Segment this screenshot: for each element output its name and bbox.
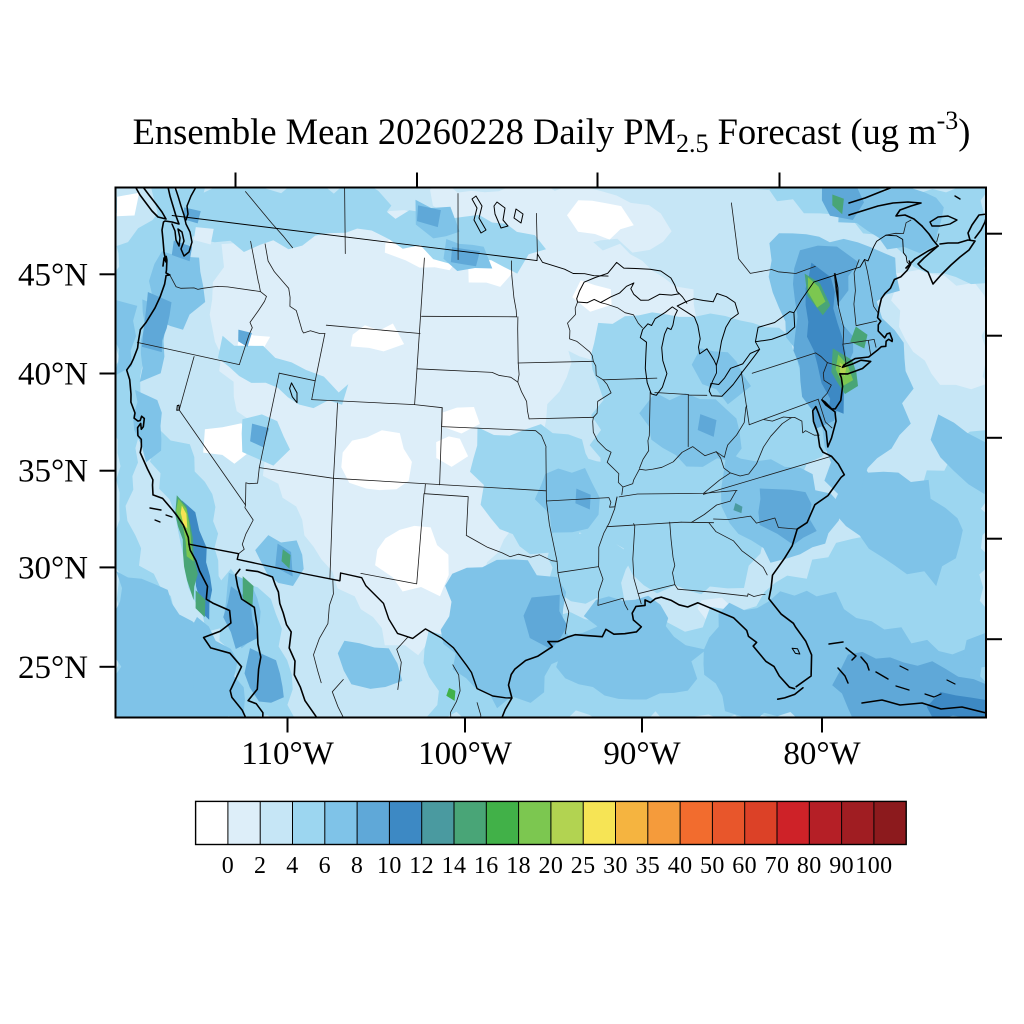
svg-text:18: 18	[506, 853, 531, 879]
svg-text:80°W: 80°W	[783, 736, 861, 772]
svg-text:60: 60	[732, 853, 757, 879]
svg-text:Ensemble Mean 20260228 Daily P: Ensemble Mean 20260228 Daily PM2.5 Forec…	[133, 106, 971, 158]
svg-text:50: 50	[700, 853, 725, 879]
svg-text:45°N: 45°N	[18, 257, 88, 293]
svg-text:30°N: 30°N	[18, 550, 88, 586]
svg-text:6: 6	[319, 853, 331, 879]
svg-text:100°W: 100°W	[418, 736, 513, 772]
svg-text:16: 16	[474, 853, 499, 879]
svg-text:10: 10	[377, 853, 402, 879]
svg-text:0: 0	[222, 853, 234, 879]
svg-text:2: 2	[254, 853, 266, 879]
svg-text:100: 100	[855, 853, 892, 879]
svg-text:8: 8	[351, 853, 363, 879]
svg-text:90: 90	[829, 853, 854, 879]
svg-text:14: 14	[442, 853, 467, 879]
svg-text:4: 4	[286, 853, 298, 879]
svg-text:25°N: 25°N	[18, 650, 88, 686]
svg-text:12: 12	[409, 853, 434, 879]
svg-text:110°W: 110°W	[241, 736, 334, 772]
svg-text:80: 80	[797, 853, 822, 879]
svg-text:40: 40	[668, 853, 693, 879]
svg-text:70: 70	[765, 853, 790, 879]
svg-text:30: 30	[603, 853, 628, 879]
svg-text:35: 35	[635, 853, 660, 879]
svg-text:25: 25	[571, 853, 596, 879]
svg-text:35°N: 35°N	[18, 454, 88, 490]
svg-text:20: 20	[538, 853, 563, 879]
svg-text:40°N: 40°N	[18, 357, 88, 393]
svg-text:90°W: 90°W	[603, 736, 681, 772]
